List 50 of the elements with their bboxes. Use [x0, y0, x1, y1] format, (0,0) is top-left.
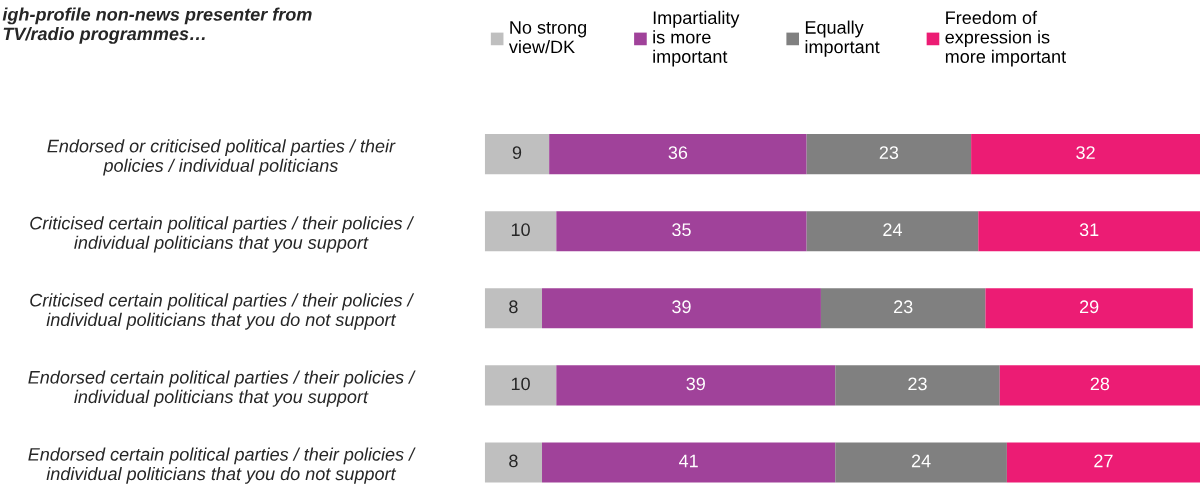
- legend-label: Equally important: [805, 20, 880, 57]
- bar: [978, 211, 1200, 252]
- bar: [542, 288, 821, 329]
- data-label: 39: [686, 377, 705, 391]
- data-label: 31: [1079, 223, 1099, 237]
- bar: [806, 134, 972, 175]
- bar: [549, 134, 807, 175]
- data-label: 27: [1094, 454, 1113, 468]
- data-label: 41: [679, 454, 698, 468]
- data-label: 29: [1080, 300, 1099, 314]
- data-label: 32: [1076, 146, 1095, 159]
- legend-label: Freedom of expression is more important: [945, 10, 1066, 67]
- legend-label: Impartiality is more important: [653, 10, 740, 67]
- bar: [484, 134, 550, 175]
- bar: [484, 365, 557, 406]
- data-label: 28: [1090, 377, 1110, 391]
- data-label: 35: [672, 223, 691, 237]
- bar: [556, 365, 836, 406]
- data-label: 36: [668, 146, 688, 159]
- y-tick-label: Endorsed certain political parties / their policies / individual politicians that you support: [28, 370, 416, 407]
- bar: [542, 442, 836, 483]
- bar: [985, 288, 1193, 329]
- data-label: 39: [672, 300, 691, 314]
- legend-label: No strong view/DK: [508, 21, 586, 54]
- bar: [484, 211, 557, 252]
- data-label: 8: [509, 454, 518, 468]
- bar: [484, 442, 543, 483]
- data-label: 23: [908, 377, 927, 391]
- data-label: 24: [911, 454, 931, 468]
- bar: [835, 365, 1000, 406]
- bar: [835, 442, 1007, 483]
- y-tick-label: Criticised certain political parties / their policies / individual politicians that you support: [30, 216, 415, 253]
- bar: [556, 211, 807, 252]
- data-label: 10: [511, 223, 530, 237]
- bar: [806, 211, 979, 252]
- y-tick-label: Criticised certain political parties / their policies / individual politicians that you do not support: [30, 293, 415, 330]
- y-tick-label: Endorsed certain political parties / their policies / individual politicians that you do not support: [28, 447, 416, 484]
- data-label: 9: [512, 146, 522, 159]
- data-label: 8: [509, 300, 518, 314]
- bar: [820, 288, 986, 329]
- bar: [971, 134, 1200, 175]
- bar: [999, 365, 1200, 406]
- data-label: 23: [879, 146, 899, 159]
- y-tick-label: Endorsed or criticised political parties / their policies / individual politicians: [47, 139, 396, 176]
- data-label: 24: [883, 223, 902, 236]
- data-label: 23: [894, 300, 913, 314]
- text: igh-profile non-news presenter from TV/radio programmes…: [2, 7, 312, 44]
- bar: [484, 288, 543, 329]
- bar: [1006, 442, 1200, 483]
- data-label: 10: [511, 377, 530, 391]
